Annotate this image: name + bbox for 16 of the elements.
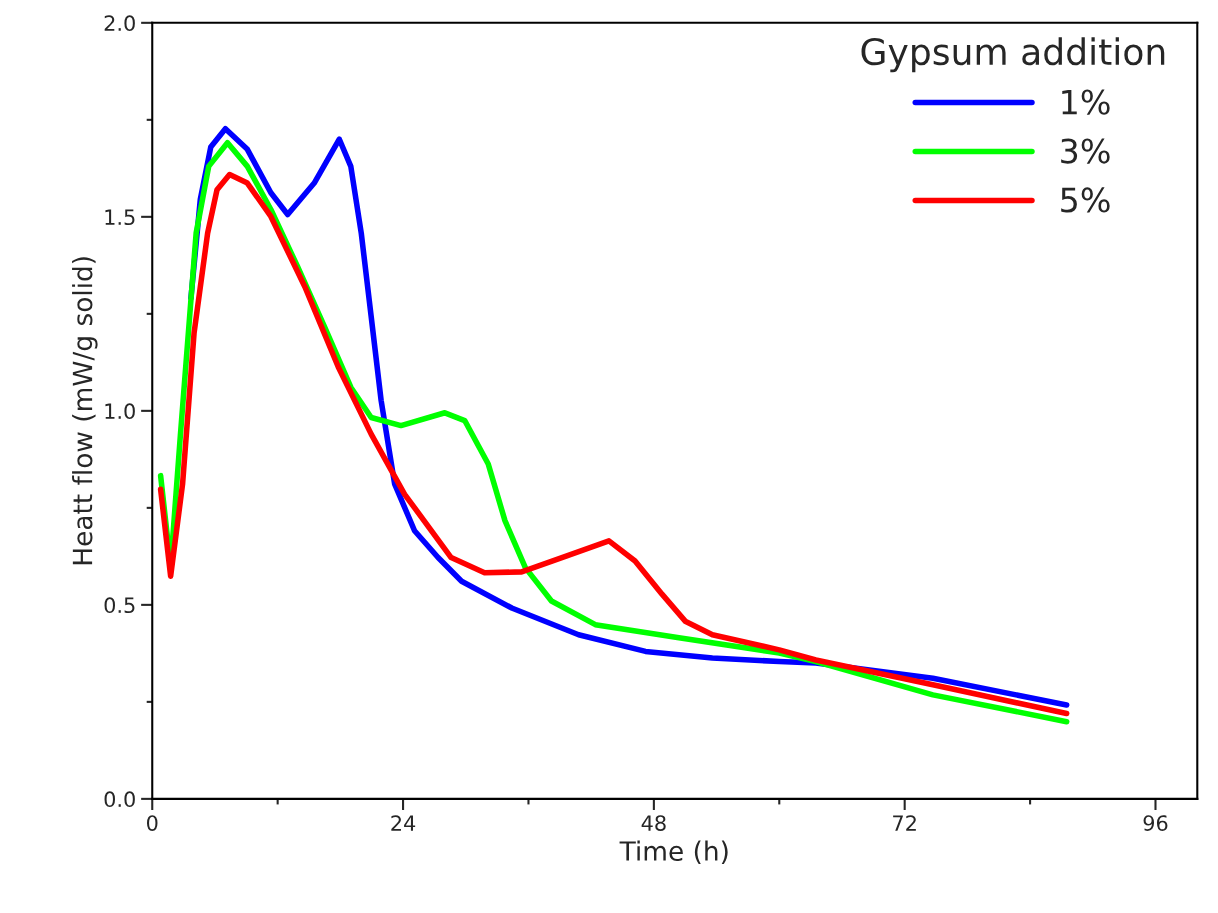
y-tick-label: 1.0 <box>105 403 135 420</box>
y-tick-label: 1.5 <box>105 209 135 226</box>
x-tick-label: 96 <box>1143 815 1168 831</box>
y-axis-title: Heatt flow (mW/g solid) <box>72 257 98 565</box>
x-tick-label: 24 <box>391 815 416 831</box>
y-tick-label: 0.5 <box>104 597 135 614</box>
x-tick-label: 48 <box>641 815 666 831</box>
legend-title: Gypsum addition <box>861 37 1165 73</box>
y-tick-label: 0.0 <box>104 791 135 808</box>
x-tick-label: 0 <box>147 815 158 831</box>
legend-label: 3% <box>1061 138 1110 164</box>
y-tick-label: 2.0 <box>104 15 135 32</box>
x-tick-label: 72 <box>893 815 916 831</box>
legend-label: 1% <box>1062 89 1110 115</box>
x-axis-title: Time (h) <box>619 840 728 865</box>
legend-label: 5% <box>1061 187 1110 213</box>
